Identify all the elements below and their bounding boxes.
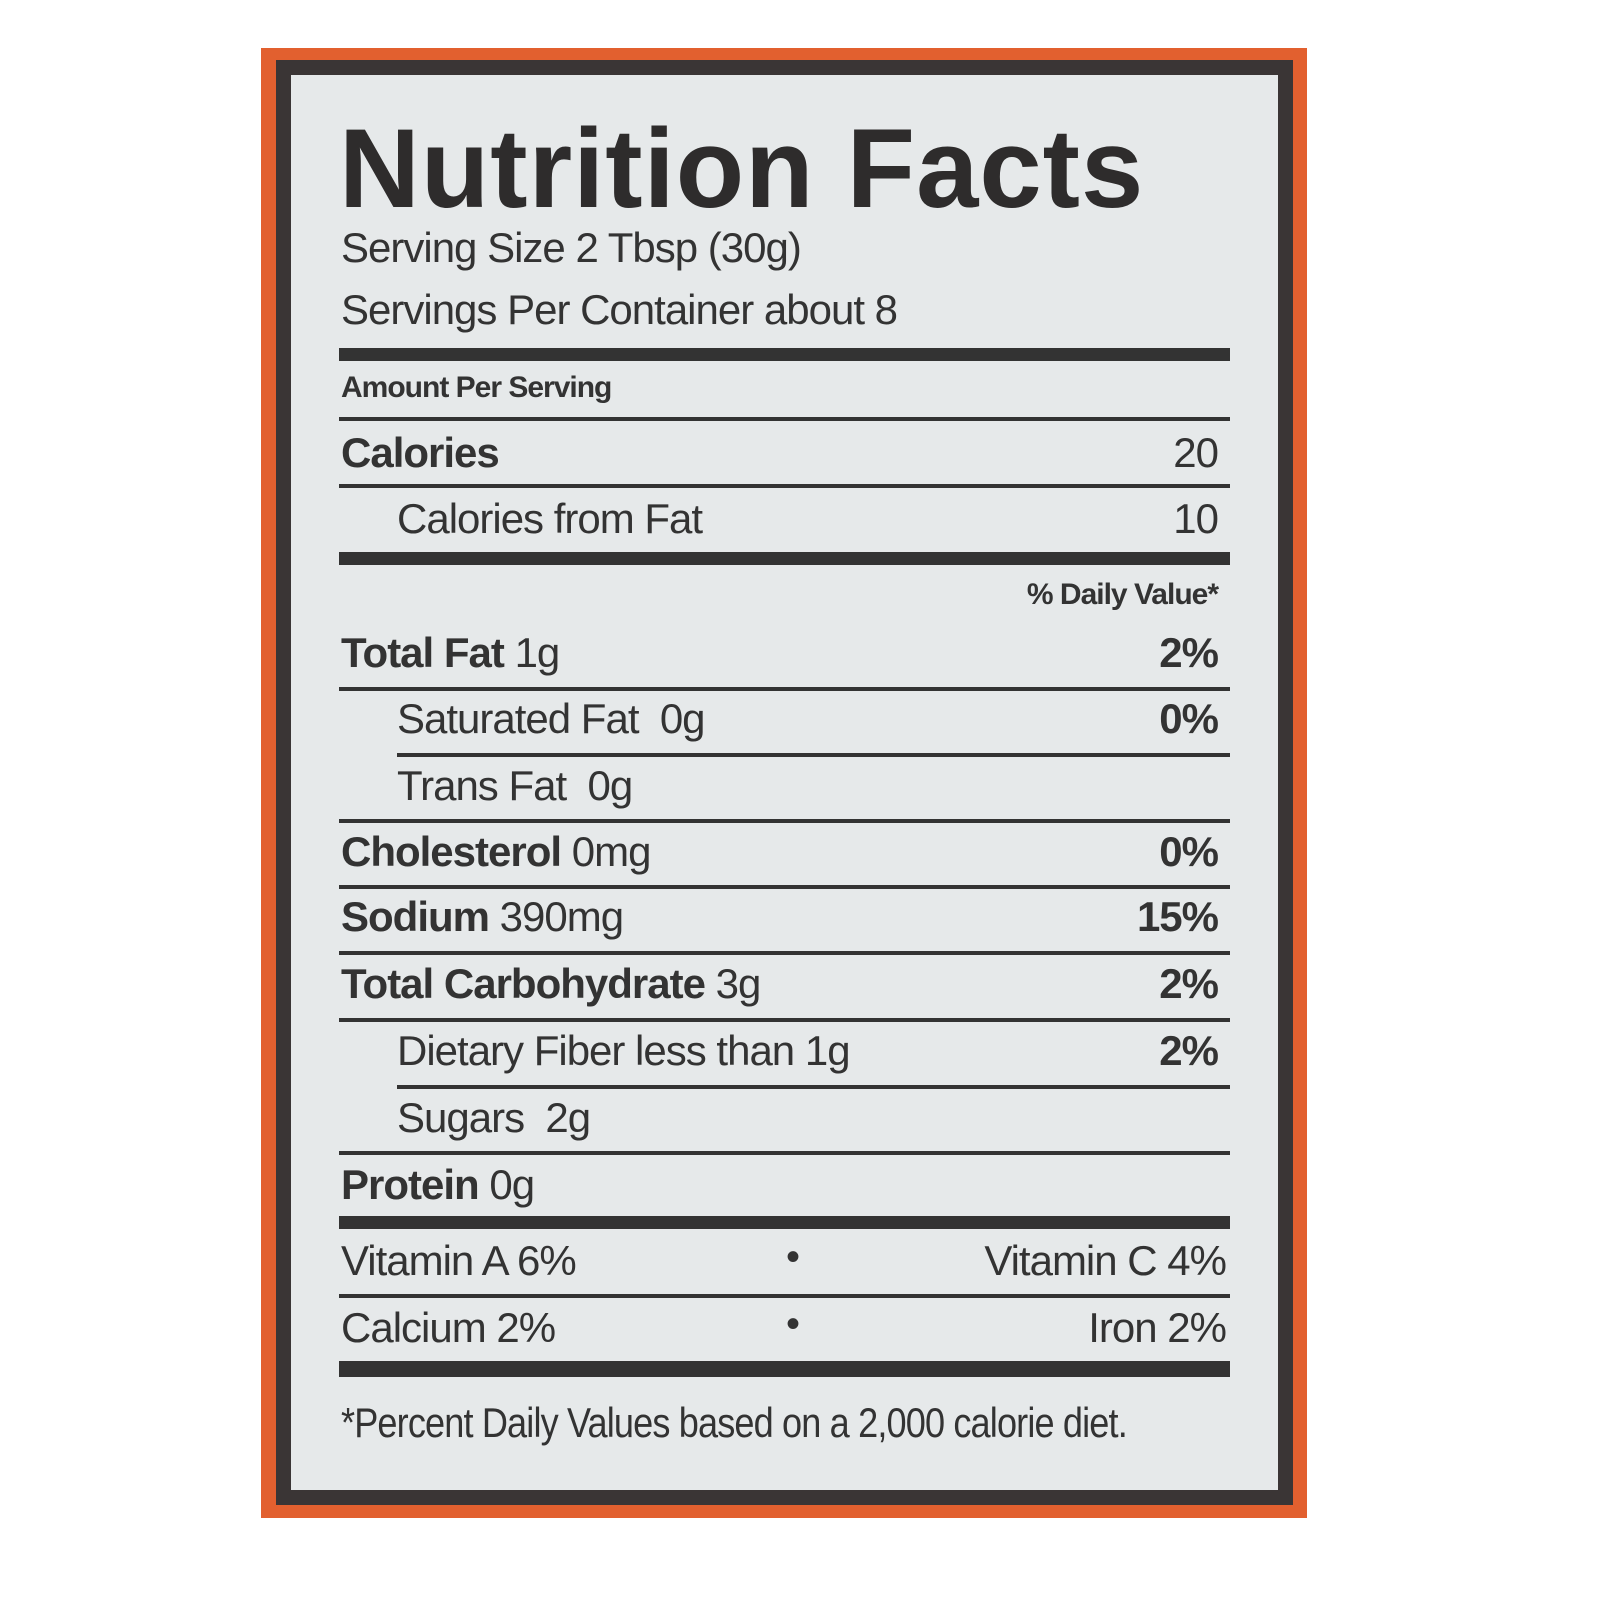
calories-from-fat-label: Calories from Fat [397,495,703,542]
amount-per-serving: Amount Per Serving [341,371,612,404]
dv-total-carbohydrate: 2% [1159,960,1219,1007]
divider [339,885,1230,889]
daily-value-header: % Daily Value* [1026,578,1219,611]
label-title: Nutrition Facts [339,106,1145,231]
divider [339,951,1230,955]
divider [339,1018,1230,1022]
separator-dot: • [786,1235,801,1279]
divider [339,687,1230,691]
vitamin-a: Vitamin A 6% [341,1237,577,1284]
nutrient-row-protein: Protein 0g [341,1161,535,1208]
nutrient-row-total-fat: Total Fat 1g [341,629,560,676]
nutrient-row-sugars: Sugars 2g [397,1094,591,1141]
divider-thick [339,1361,1230,1377]
dv-saturated-fat: 0% [1159,695,1219,742]
nutrient-row-saturated-fat: Saturated Fat 0g [397,695,706,742]
vitamin-c: Vitamin C 4% [984,1237,1227,1284]
calories-value: 20 [1173,429,1219,476]
nutrient-row-sodium: Sodium 390mg [341,893,624,940]
iron: Iron 2% [1088,1304,1227,1351]
calories-label: Calories [341,429,500,476]
divider [397,1085,1230,1089]
dv-dietary-fiber: 2% [1159,1027,1219,1074]
dv-cholesterol: 0% [1159,828,1219,875]
dv-total-fat: 2% [1159,629,1219,676]
divider-thick [339,1216,1230,1229]
dv-sodium: 15% [1136,893,1219,940]
nutrient-row-dietary-fiber: Dietary Fiber less than 1g [397,1027,851,1074]
serving-size: Serving Size 2 Tbsp (30g) [341,224,802,271]
divider [339,1294,1230,1298]
divider [339,819,1230,823]
divider [339,1151,1230,1155]
servings-per-container: Servings Per Container about 8 [341,286,898,333]
divider-thick [339,552,1230,565]
calcium: Calcium 2% [341,1304,556,1351]
footnote: *Percent Daily Values based on a 2,000 c… [341,1399,1128,1446]
nutrition-facts-label: Nutrition Facts Serving Size 2 Tbsp (30g… [276,60,1293,1505]
divider-thick [339,348,1230,361]
nutrient-row-cholesterol: Cholesterol 0mg [341,828,651,875]
divider [339,484,1230,488]
divider [339,417,1230,421]
nutrient-row-total-carbohydrate: Total Carbohydrate 3g [341,960,761,1007]
separator-dot: • [786,1302,801,1346]
divider [397,753,1230,757]
nutrient-row-trans-fat: Trans Fat 0g [397,762,633,809]
calories-from-fat-value: 10 [1173,495,1219,542]
